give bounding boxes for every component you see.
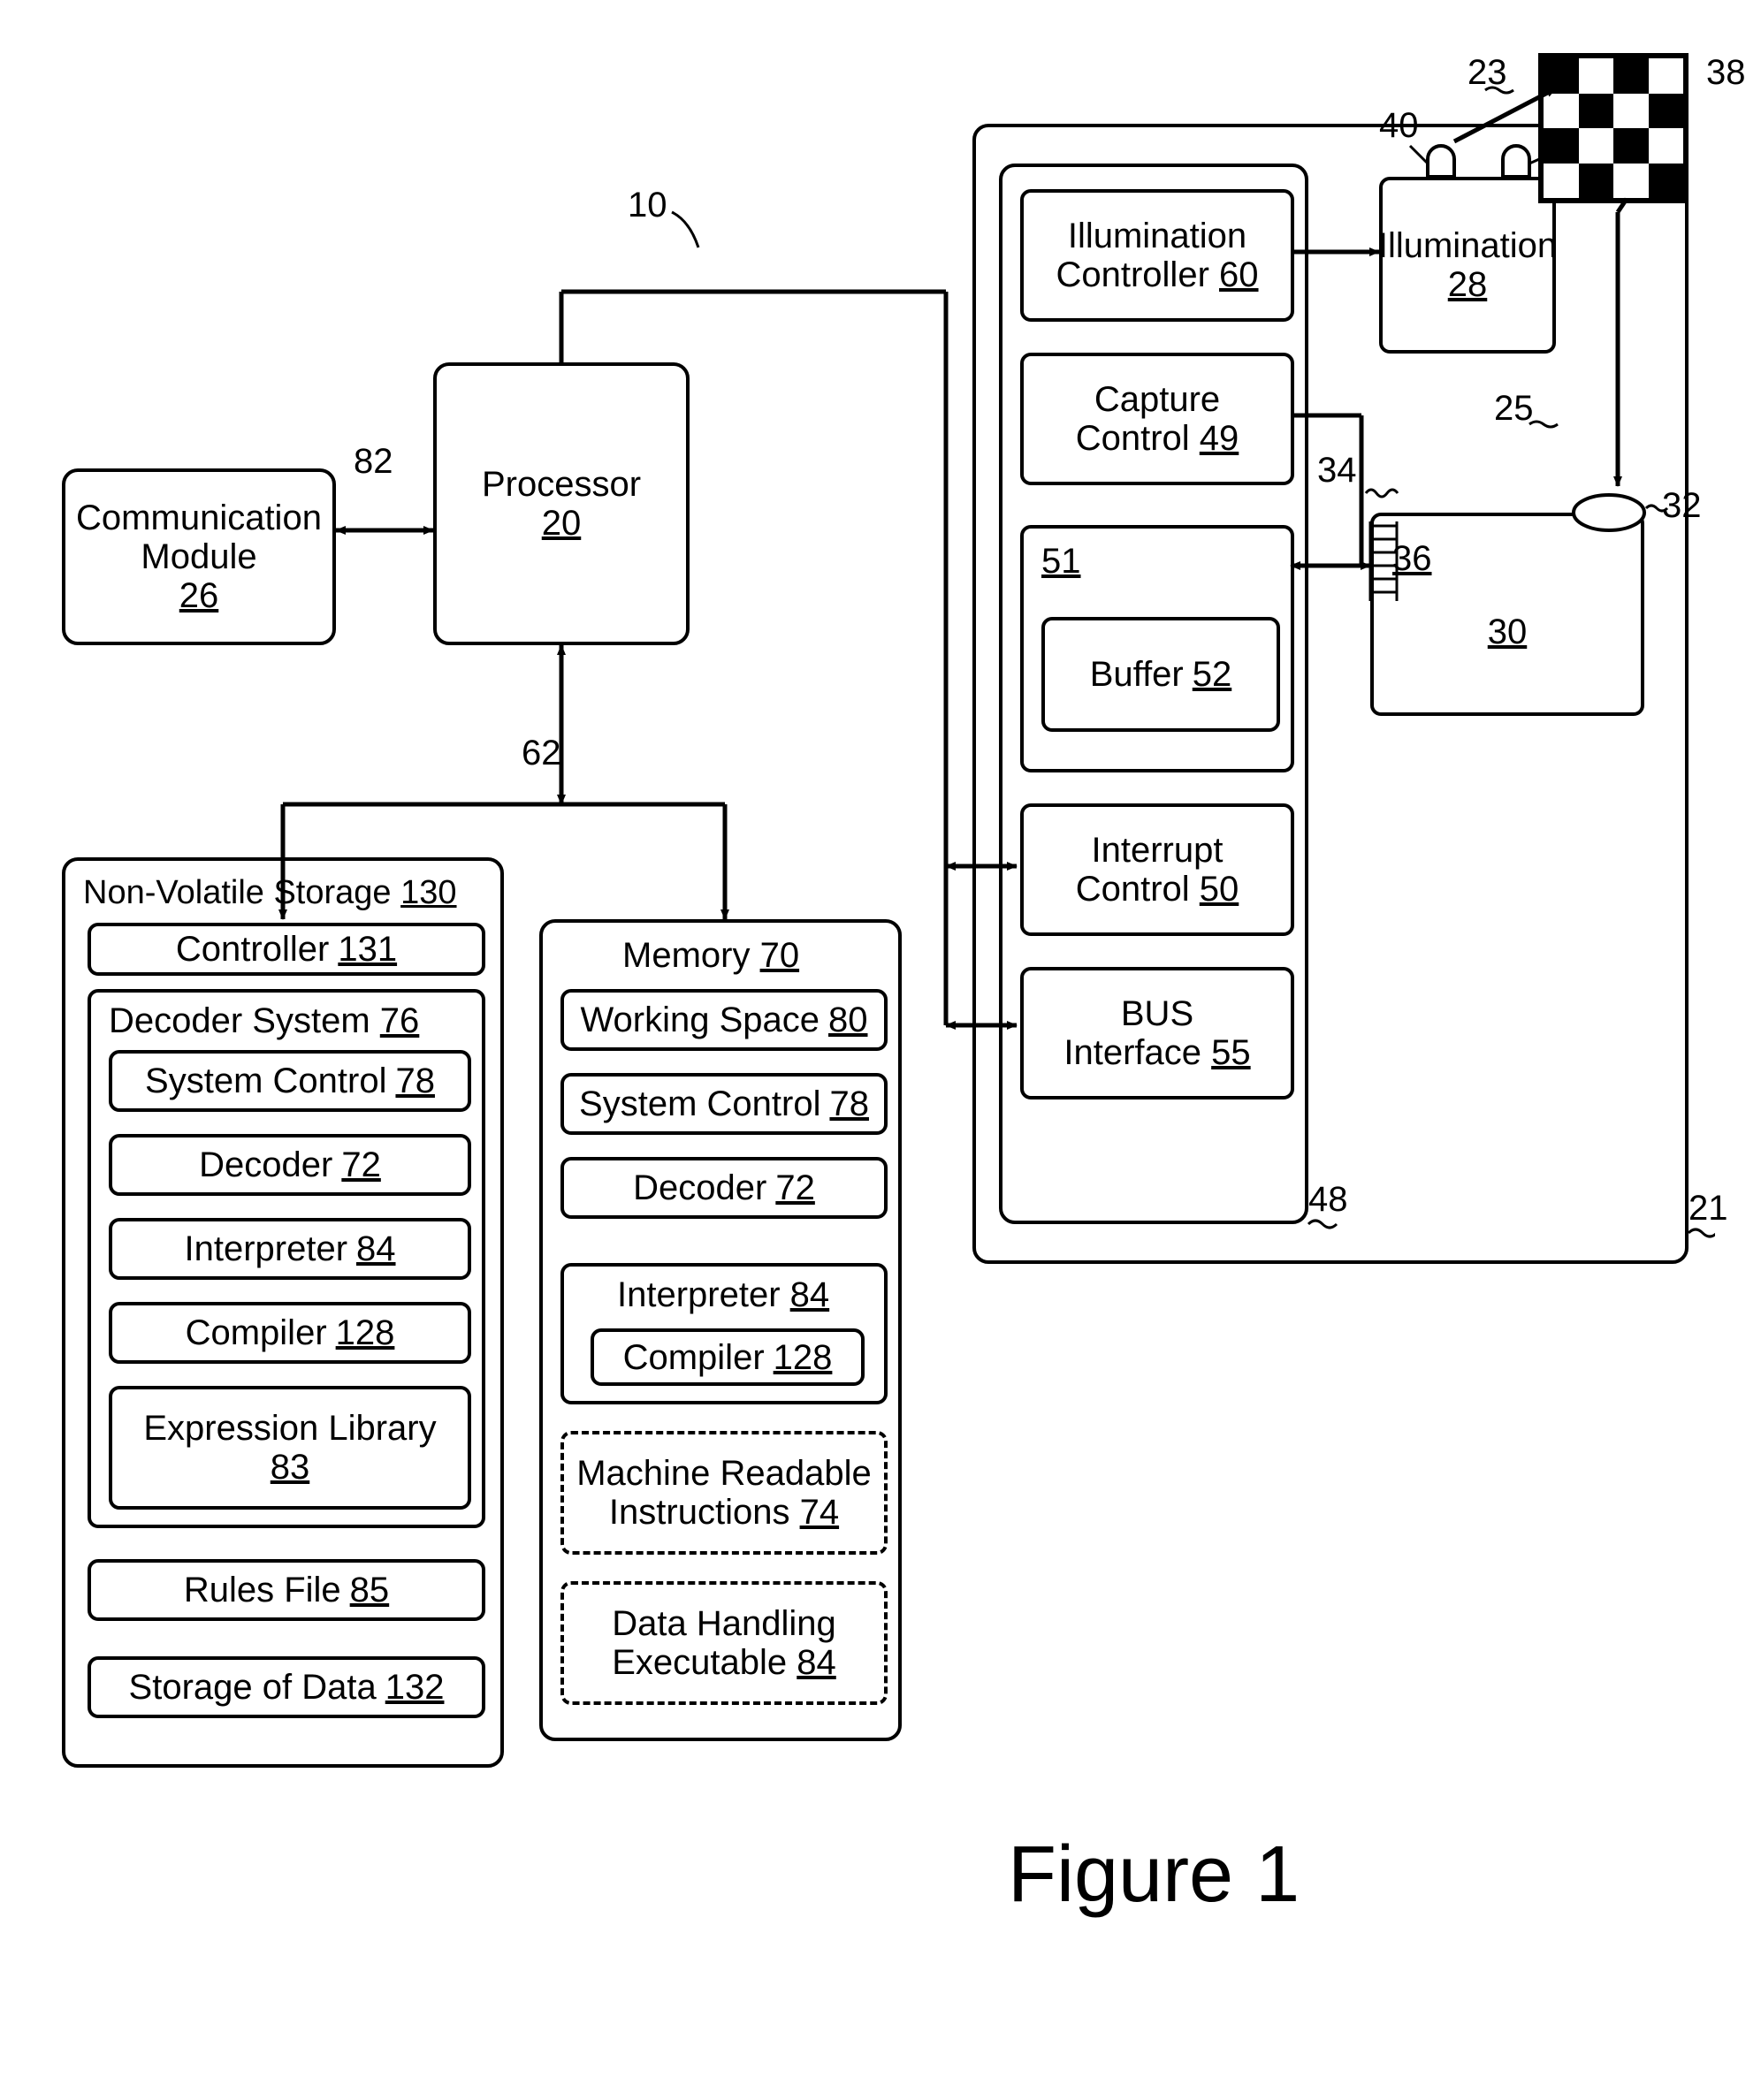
ref-34: 34 [1317,451,1357,491]
bus-interface-box: BUS Interface 55 [1020,967,1294,1099]
ref-36: 36 [1392,539,1432,579]
interpreter-box-a: Interpreter 84 [109,1218,471,1280]
comm-l1: Communication [76,498,322,537]
processor-label: Processor [482,465,641,504]
memory-container: Memory 70 Working Space 80 System Contro… [539,919,902,1741]
nvs-title: Non-Volatile Storage 130 [83,874,457,912]
processor-box: Processor 20 [433,362,690,645]
rules-file-box: Rules File 85 [88,1559,485,1621]
ref-32: 32 [1662,486,1702,526]
figure-label: Figure 1 [1008,1830,1300,1921]
working-space-box: Working Space 80 [560,989,888,1051]
comm-l2: Module [141,537,256,576]
memory-title: Memory 70 [622,936,799,976]
sensor-ref: 30 [1488,612,1528,651]
ref-62: 62 [522,734,561,773]
compiler-box-b: Compiler 128 [591,1328,865,1386]
system-control-box-a: System Control 78 [109,1050,471,1112]
interpreter-title: Interpreter 84 [617,1275,829,1315]
ref-10: 10 [628,186,667,225]
ref-25: 25 [1494,389,1534,429]
comm-ref: 26 [179,576,219,615]
ref-82: 82 [354,442,393,482]
ref-48: 48 [1308,1180,1348,1220]
storage-data-box: Storage of Data 132 [88,1656,485,1718]
compiler-box-a: Compiler 128 [109,1302,471,1364]
decoder-box-a: Decoder 72 [109,1134,471,1196]
block-diagram: 10 Communication Module 26 82 Processor … [35,35,1715,1980]
expr-lib-box: Expression Library 83 [109,1386,471,1510]
capture-control-box: Capture Control 49 [1020,353,1294,485]
nvs-container: Non-Volatile Storage 130 Controller 131 … [62,857,504,1768]
interrupt-control-box: Interrupt Control 50 [1020,803,1294,936]
processor-ref: 20 [542,504,582,543]
controller-box: Controller 131 [88,923,485,976]
dhe-box: Data Handling Executable 84 [560,1581,888,1705]
mri-box: Machine Readable Instructions 74 [560,1431,888,1555]
illumination-box: Illumination 28 [1379,177,1556,354]
ref-38: 38 [1706,53,1746,93]
ref-21: 21 [1689,1189,1728,1229]
decoder-system-title: Decoder System 76 [109,1001,419,1041]
block-51: 51 Buffer 52 [1020,525,1294,772]
communication-module-box: Communication Module 26 [62,468,336,645]
ref-40a: 40 [1379,106,1419,146]
illum-controller-box: Illumination Controller 60 [1020,189,1294,322]
interpreter-container: Interpreter 84 Compiler 128 [560,1263,888,1404]
buffer-box: Buffer 52 [1041,617,1280,732]
decoder-system-container: Decoder System 76 System Control 78 Deco… [88,989,485,1528]
control-block-container: Illumination Controller 60 Capture Contr… [999,164,1308,1224]
decoder-box-b: Decoder 72 [560,1157,888,1219]
target-checker [1538,53,1689,203]
system-control-box-b: System Control 78 [560,1073,888,1135]
ref-23: 23 [1468,53,1507,93]
